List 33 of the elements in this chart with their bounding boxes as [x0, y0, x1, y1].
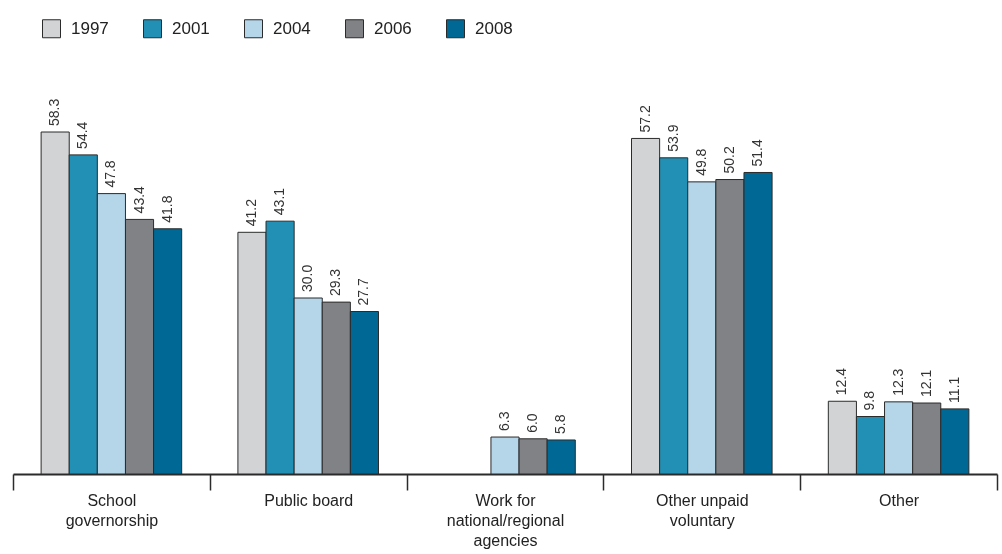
x-tick-label: Other: [879, 491, 920, 509]
legend-label: 2008: [475, 18, 513, 38]
data-label: 9.8: [861, 390, 878, 411]
data-label: 11.1: [945, 376, 962, 403]
legend-label: 1997: [71, 18, 109, 38]
data-label: 51.4: [749, 139, 766, 167]
x-tick-label: Work for national/regional agencies: [446, 491, 565, 549]
data-label: 49.8: [692, 148, 709, 176]
legend-label: 2001: [172, 18, 210, 38]
legend-label: 2004: [273, 18, 311, 38]
data-label: 41.8: [158, 195, 175, 223]
data-label: 6.3: [496, 411, 512, 432]
data-label: 29.3: [327, 268, 344, 297]
data-label: 43.1: [271, 187, 288, 216]
x-tick-label: Public board: [264, 491, 354, 509]
data-label: 12.3: [889, 368, 906, 396]
data-label: 5.8: [552, 414, 569, 434]
data-label: 27.7: [355, 278, 372, 306]
data-label: 57.2: [636, 104, 653, 133]
data-label: 53.9: [664, 124, 681, 152]
x-tick-label: Other unpaid voluntary: [656, 491, 749, 529]
data-label: 30.0: [299, 264, 316, 293]
data-label: 12.1: [917, 369, 934, 398]
data-label: 12.4: [833, 367, 850, 396]
data-label: 50.2: [720, 146, 737, 174]
data-label: 58.3: [46, 98, 63, 126]
data-label: 47.8: [102, 160, 119, 188]
x-tick-label: School governorship: [65, 491, 159, 529]
data-label: 41.2: [242, 198, 259, 227]
data-label: 6.0: [524, 413, 541, 433]
legend-label: 2006: [374, 18, 412, 38]
data-label: 54.4: [74, 121, 91, 149]
data-label: 43.4: [130, 185, 147, 214]
